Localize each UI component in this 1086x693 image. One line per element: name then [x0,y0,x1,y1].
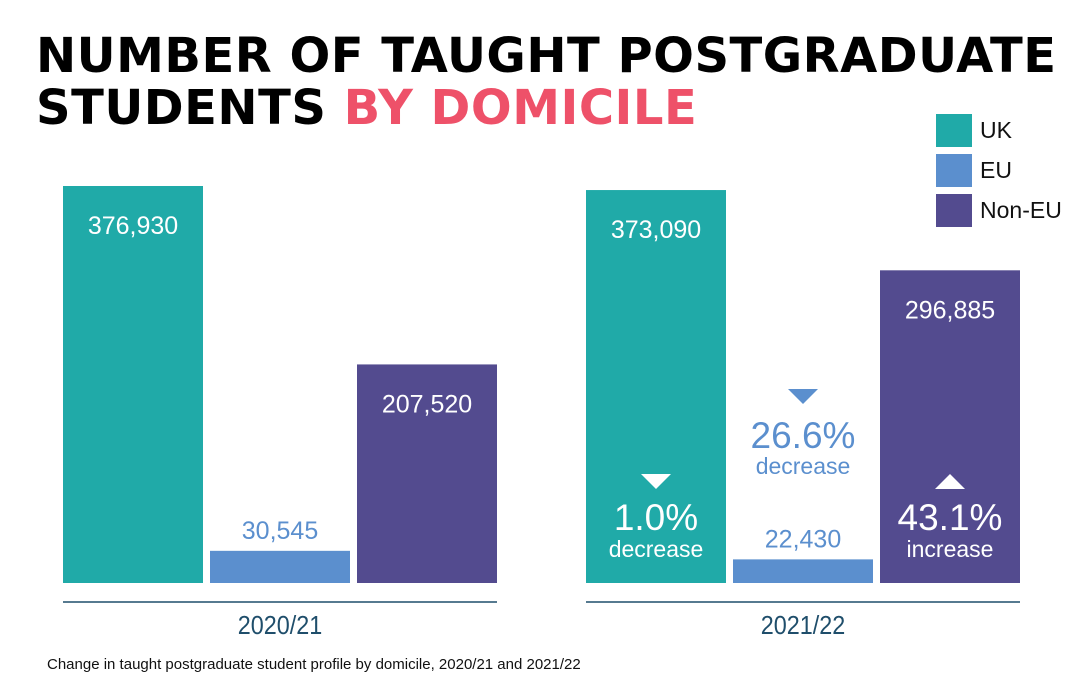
change-percent-uk: 1.0% [614,497,698,538]
title-line-2: STUDENTS [36,80,344,136]
legend-label-eu: EU [980,156,1012,183]
data-label-non-eu-2020-21: 207,520 [382,390,472,418]
legend-item-non-eu: Non-EU [936,190,1062,230]
legend-swatch-uk [936,113,972,147]
legend-swatch-eu [936,153,972,187]
bar-non-eu-2021-22 [880,270,1020,583]
change-word-uk: decrease [609,536,704,562]
legend-swatch-non-eu [936,193,972,227]
bar-eu-2020-21 [210,550,350,583]
change-percent-eu: 26.6% [751,415,856,456]
down-arrow-icon-uk [641,474,671,489]
data-label-eu-2020-21: 30,545 [242,517,318,545]
legend-item-uk: UK [936,110,1062,150]
down-arrow-icon-eu [788,389,818,404]
data-label-non-eu-2021-22: 296,885 [905,296,995,324]
bar-uk-2021-22 [586,190,726,583]
title-line-1: NUMBER OF TAUGHT POSTGRADUATE [36,28,1057,84]
change-word-non-eu: increase [907,536,994,562]
bar-non-eu-2020-21 [357,364,497,583]
x-tick-label-2020-21: 2020/21 [238,612,323,640]
up-arrow-icon-non-eu [935,474,965,489]
chart-title: NUMBER OF TAUGHT POSTGRADUATE STUDENTS B… [36,30,1057,134]
data-label-uk-2020-21: 376,930 [88,212,178,240]
legend: UK EU Non-EU [936,110,1062,230]
chart-caption: Change in taught postgraduate student pr… [47,656,581,673]
legend-label-uk: UK [980,116,1012,143]
data-label-uk-2021-22: 373,090 [611,216,701,244]
legend-item-eu: EU [936,150,1062,190]
bar-eu-2021-22 [733,559,873,583]
title-accent: BY DOMICILE [343,80,698,136]
bar-uk-2020-21 [63,186,203,583]
change-percent-non-eu: 43.1% [898,497,1003,538]
x-tick-label-2021-22: 2021/22 [761,612,846,640]
legend-label-non-eu: Non-EU [980,196,1062,223]
data-label-eu-2021-22: 22,430 [765,525,841,553]
change-word-eu: decrease [756,453,851,479]
